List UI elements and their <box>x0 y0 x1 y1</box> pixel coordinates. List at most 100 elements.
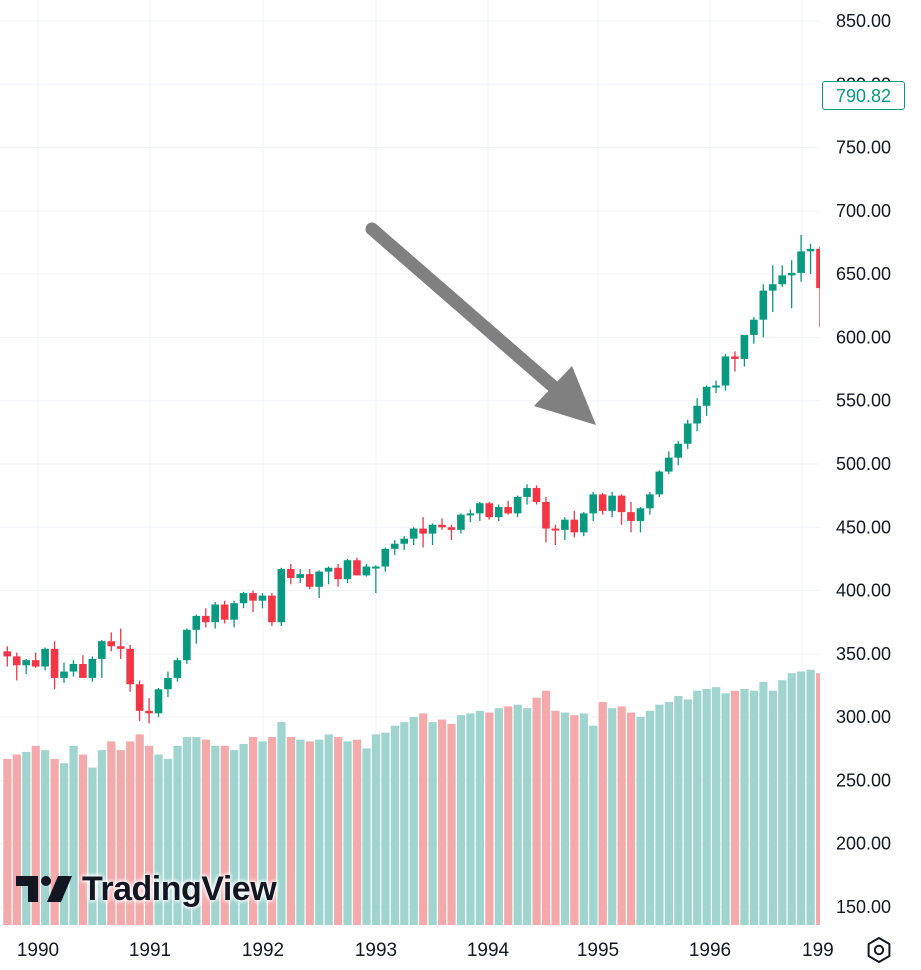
volume-bar <box>645 710 655 925</box>
volume-bar <box>267 737 277 925</box>
volume-bar <box>806 669 815 925</box>
candle <box>598 493 607 515</box>
candle <box>60 662 68 683</box>
volume-bar <box>277 722 286 925</box>
last-price-label: 790.82 <box>822 81 905 110</box>
volume-bar <box>163 758 173 925</box>
price-tick-label: 500.00 <box>836 454 891 474</box>
candle-body <box>249 593 257 601</box>
candle <box>183 628 191 664</box>
volume-bar <box>286 737 295 925</box>
candle-body <box>126 648 134 685</box>
candle-body <box>79 663 87 678</box>
time-axis[interactable]: 1990 1991 1992 1993 1994 1995 1996 199 <box>17 940 834 961</box>
tradingview-mark-icon <box>16 876 72 902</box>
candle <box>116 628 125 659</box>
candle-body <box>381 548 390 567</box>
volume-bar <box>438 719 447 925</box>
volume-bar <box>560 712 570 925</box>
candle <box>249 590 257 613</box>
time-tick-label: 1994 <box>467 940 510 961</box>
candle <box>702 385 711 416</box>
candle-body <box>145 710 153 714</box>
volume-bar <box>249 737 258 925</box>
candle-body <box>192 615 201 630</box>
volume-bar <box>504 706 513 925</box>
candle <box>164 671 172 697</box>
candle <box>627 501 635 533</box>
candle <box>579 512 588 537</box>
price-tick-label: 200.00 <box>836 834 891 854</box>
volume-bar <box>116 750 125 925</box>
candle <box>315 570 323 599</box>
candle-body <box>476 503 484 514</box>
volume-bar <box>201 739 210 925</box>
candle-body <box>164 677 172 690</box>
candle <box>98 639 106 678</box>
volume-bar <box>135 734 144 925</box>
price-tick-label: 750.00 <box>836 138 891 158</box>
price-axis-background <box>820 0 921 964</box>
candle-body <box>627 512 635 521</box>
candle <box>740 334 749 367</box>
annotation-arrow[interactable] <box>365 222 596 425</box>
candle <box>466 509 475 523</box>
candle <box>173 657 182 682</box>
time-tick-label: 199 <box>802 940 834 961</box>
candle-body <box>768 284 777 291</box>
candle <box>570 510 579 538</box>
candle <box>69 660 78 677</box>
price-tick-label: 250.00 <box>836 770 891 790</box>
candle <box>88 656 97 682</box>
candle-body <box>419 528 427 534</box>
candle <box>135 680 144 721</box>
volume-bars <box>3 626 910 925</box>
candle-body <box>702 386 711 406</box>
candle-body <box>608 495 616 511</box>
price-tick-label: 450.00 <box>836 517 891 537</box>
candle-body <box>542 501 550 529</box>
candle-body <box>504 507 512 514</box>
candle-body <box>220 604 229 620</box>
price-axis[interactable]: 850.00800.00750.00700.00650.00600.00550.… <box>820 0 921 964</box>
volume-bar <box>381 732 390 925</box>
candle <box>192 614 201 644</box>
candle-body <box>750 319 758 335</box>
candle-body <box>258 595 267 601</box>
candle-body <box>154 689 163 714</box>
candle-body <box>334 567 342 580</box>
candle-body <box>655 471 664 495</box>
volume-bar <box>211 745 220 925</box>
candle <box>41 647 49 671</box>
candle <box>513 495 522 518</box>
candle-body <box>693 405 701 424</box>
candle <box>721 353 730 391</box>
volume-bar <box>730 690 740 925</box>
candle-body <box>806 248 815 252</box>
gear-icon[interactable] <box>864 935 894 965</box>
candle <box>447 524 456 540</box>
tradingview-logo[interactable]: TradingView <box>16 866 277 912</box>
candle-body <box>31 660 40 667</box>
candle-body <box>116 646 125 649</box>
volume-bar <box>258 741 267 925</box>
candle <box>22 658 30 675</box>
candle <box>523 484 531 505</box>
volume-bar <box>352 739 362 925</box>
candle <box>504 500 512 515</box>
candle-body <box>674 443 683 458</box>
volume-bar <box>494 708 503 925</box>
volume-bar <box>579 713 588 925</box>
candle <box>646 491 654 515</box>
volume-bar <box>683 699 692 925</box>
volume-bar <box>589 725 598 925</box>
candle <box>617 494 626 525</box>
candle-body <box>50 648 59 678</box>
volume-bar <box>759 681 768 925</box>
volume-bar <box>239 744 248 925</box>
volume-bar <box>334 737 343 925</box>
candle <box>665 451 673 475</box>
candle-body <box>731 356 739 359</box>
